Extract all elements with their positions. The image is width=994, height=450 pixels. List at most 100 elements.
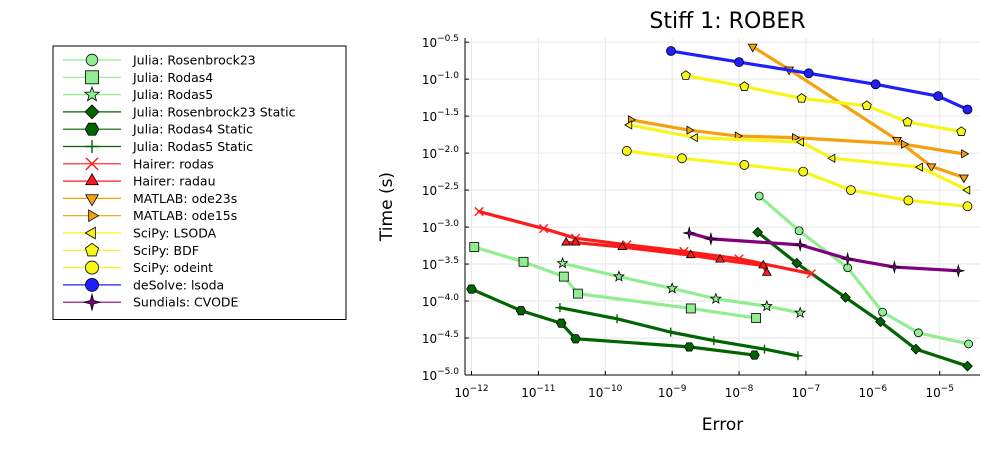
data-point [556, 256, 569, 269]
legend-label: Julia: Rodas5 Static [132, 139, 253, 154]
data-point [962, 185, 971, 195]
series-6 [555, 303, 803, 361]
data-point [758, 259, 769, 269]
data-point [685, 249, 696, 259]
y-tick-label: 10−2.0 [422, 145, 459, 161]
legend-marker [82, 292, 102, 312]
y-tick-label: 10−3.0 [422, 219, 459, 235]
data-point [840, 292, 851, 303]
data-point [747, 43, 758, 53]
data-point [875, 316, 886, 328]
data-point [910, 343, 922, 355]
data-point [683, 342, 695, 352]
data-point [791, 257, 803, 269]
legend-marker [84, 226, 96, 240]
series-line [756, 230, 970, 368]
data-point [686, 125, 695, 135]
data-point [739, 81, 750, 91]
data-point [951, 263, 966, 278]
y-tick-label: 10−4.5 [422, 330, 459, 346]
data-point [887, 259, 902, 275]
series-13 [621, 146, 973, 212]
series-8 [561, 236, 772, 276]
data-point [709, 336, 719, 346]
data-point [570, 236, 581, 246]
series-line [629, 118, 966, 156]
data-point [798, 166, 809, 177]
data-point [795, 137, 804, 147]
legend-entry: SciPy: LSODA [63, 226, 217, 241]
data-point [680, 70, 691, 80]
legend-entry: Hairer: radau [63, 173, 216, 189]
data-point [870, 79, 881, 90]
data-point [962, 201, 973, 212]
data-point [914, 328, 923, 338]
legend-marker [84, 122, 100, 136]
data-point [926, 163, 937, 173]
data-point [964, 339, 973, 349]
data-point [558, 271, 569, 282]
data-point [796, 93, 807, 103]
data-point [840, 251, 855, 266]
data-point [556, 318, 567, 328]
data-point [715, 253, 726, 263]
data-point [573, 288, 583, 299]
legend-marker [84, 242, 100, 257]
legend-label: Julia: Rodas4 [132, 70, 213, 85]
legend-label: Sundials: CVODE [133, 295, 239, 310]
legend-label: Julia: Rodas5 [132, 87, 213, 102]
data-point [902, 116, 913, 127]
legend-marker [83, 85, 101, 102]
data-point [760, 299, 773, 312]
legend-entry: Julia: Rosenbrock23 Static [63, 104, 296, 120]
data-point [794, 306, 807, 318]
data-point [961, 149, 970, 159]
data-point [914, 162, 923, 172]
data-point [666, 327, 676, 337]
legend: Julia: Rosenbrock23 Julia: Rodas4 Julia: R… [52, 45, 347, 320]
y-tick-label: 10−4.0 [422, 293, 459, 309]
data-point [806, 269, 816, 279]
legend-marker [84, 104, 100, 120]
legend-marker [85, 260, 99, 275]
data-point [958, 174, 969, 184]
data-point [933, 91, 944, 102]
legend-entry: Julia: Rodas4 Static [63, 122, 253, 137]
series-14 [666, 46, 973, 115]
legend-label: Julia: Rosenbrock23 Static [132, 104, 296, 119]
legend-label: SciPy: LSODA [133, 226, 217, 241]
data-point [612, 314, 622, 324]
series-4 [752, 226, 973, 372]
legend-label: MATLAB: ode15s [133, 208, 237, 223]
data-point [901, 139, 910, 149]
series-12 [680, 70, 967, 136]
legend-marker [85, 194, 99, 207]
data-point [739, 160, 750, 170]
data-point [903, 195, 914, 206]
legend-box [52, 45, 347, 320]
x-axis-label: Error [702, 415, 743, 435]
data-point [892, 136, 903, 146]
legend-marker [85, 139, 99, 154]
data-point [793, 237, 808, 252]
x-tick-label: 10−5 [925, 384, 954, 400]
data-point [685, 303, 696, 314]
data-point [682, 225, 697, 241]
data-point [792, 132, 801, 143]
data-point [570, 334, 581, 344]
data-point [617, 241, 628, 250]
data-point [754, 191, 764, 201]
legend-label: Julia: Rosenbrock23 [132, 53, 256, 68]
data-point [861, 100, 872, 111]
series-line [684, 73, 963, 134]
x-tick-label: 10−10 [588, 384, 623, 400]
y-tick-label: 10−5.0 [422, 367, 459, 383]
series-3 [556, 256, 807, 318]
data-point [538, 223, 549, 234]
y-tick-label: 10−3.5 [422, 256, 459, 272]
y-tick-label: 10−1.5 [422, 108, 459, 124]
x-tick-label: 10−12 [454, 384, 488, 400]
data-point [846, 185, 856, 196]
